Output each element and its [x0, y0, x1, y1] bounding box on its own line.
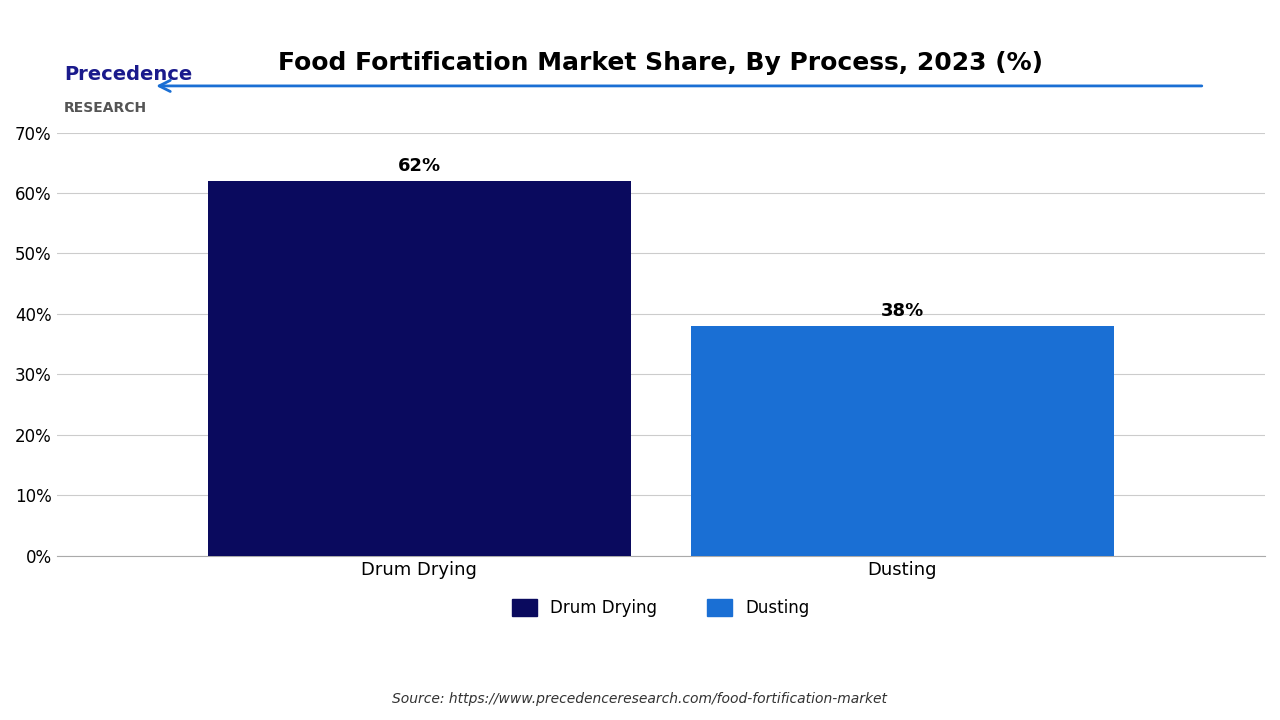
Bar [691, 326, 1114, 556]
Title: Food Fortification Market Share, By Process, 2023 (%): Food Fortification Market Share, By Proc… [278, 51, 1043, 75]
Bar [207, 181, 631, 556]
Legend: Drum Drying, Dusting: Drum Drying, Dusting [506, 593, 817, 624]
Text: Precedence: Precedence [64, 65, 192, 84]
Text: RESEARCH: RESEARCH [64, 101, 147, 114]
Text: 38%: 38% [881, 302, 924, 320]
Text: Source: https://www.precedenceresearch.com/food-fortification-market: Source: https://www.precedenceresearch.c… [393, 692, 887, 706]
Text: 62%: 62% [398, 157, 440, 175]
